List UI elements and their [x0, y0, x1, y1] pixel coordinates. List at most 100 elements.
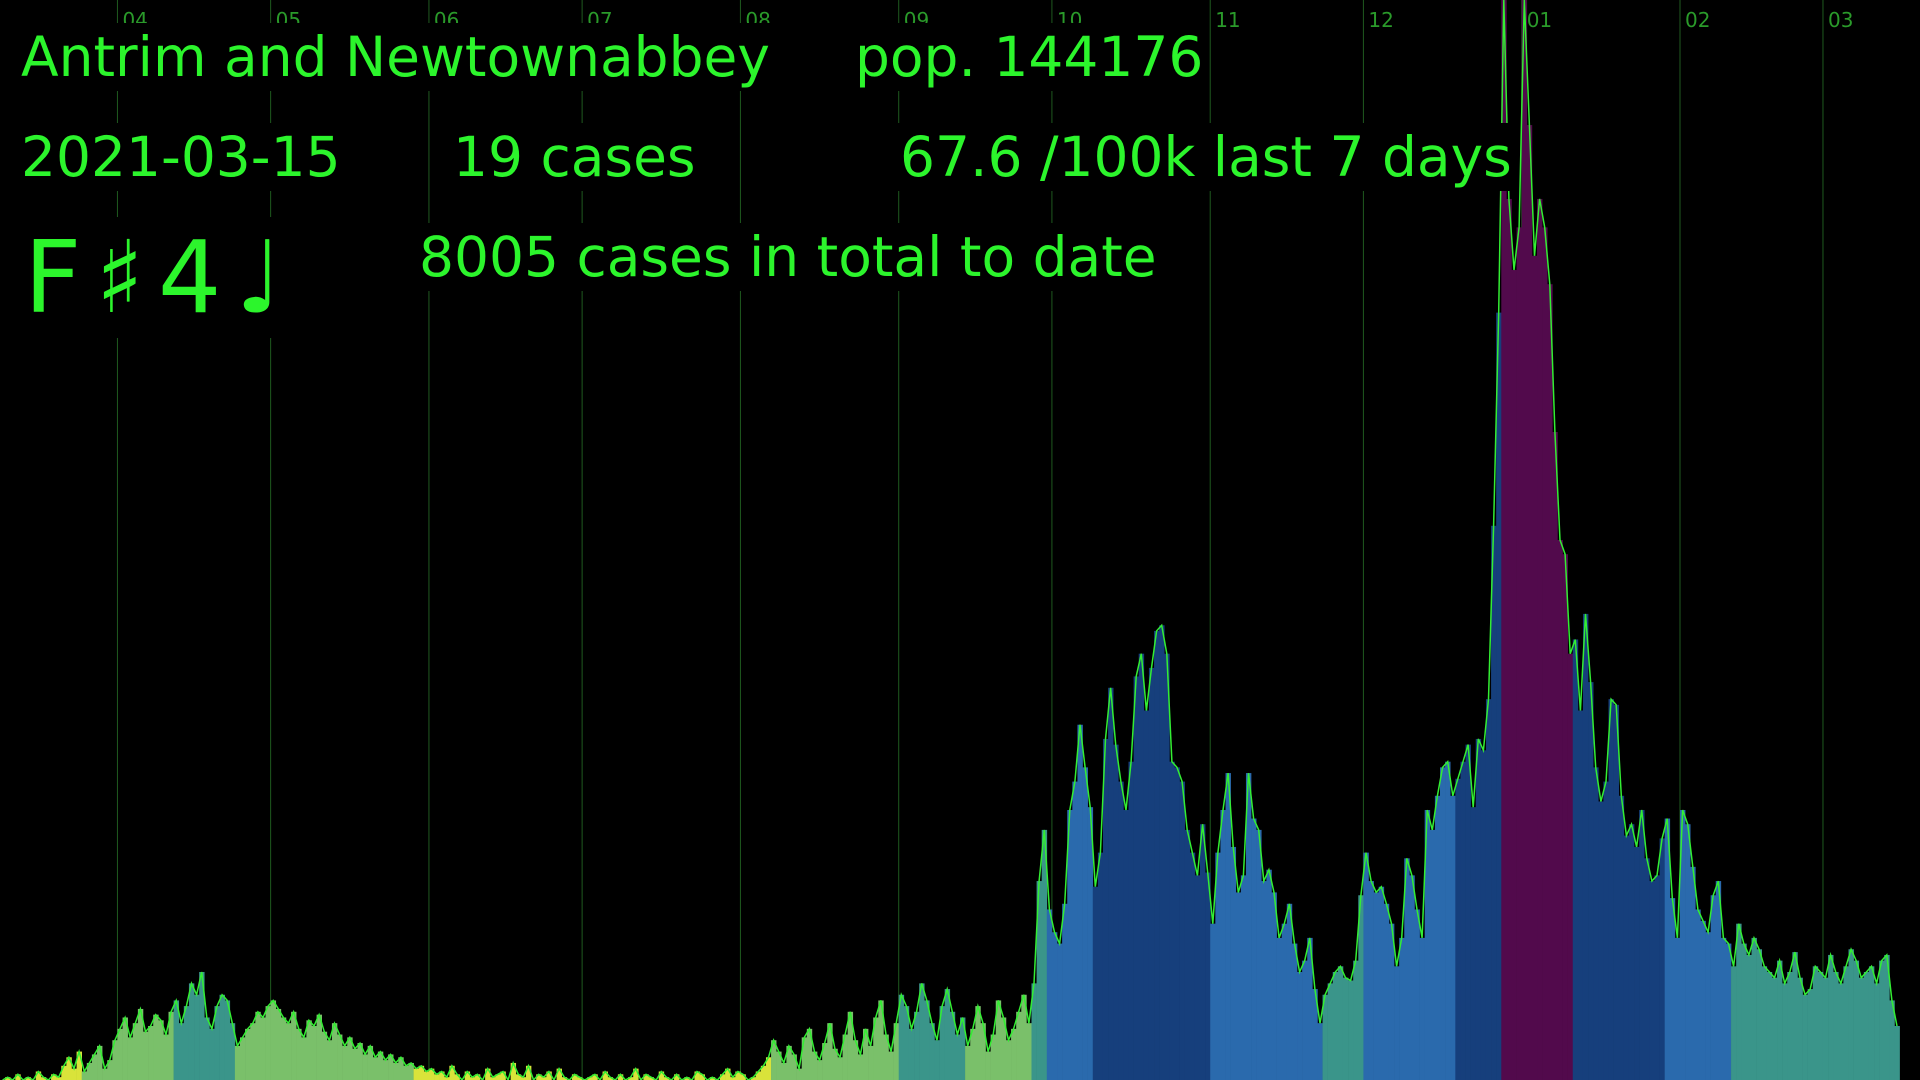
bar [1777, 960, 1783, 1080]
bar [725, 1068, 731, 1080]
bar [367, 1045, 374, 1080]
bar [1159, 625, 1165, 1080]
bar [561, 1077, 568, 1080]
bar [1603, 781, 1609, 1080]
bar [1833, 972, 1839, 1080]
bar [1041, 829, 1048, 1080]
bar [188, 983, 195, 1080]
bar [806, 1028, 813, 1080]
bar [275, 1008, 282, 1080]
bar [765, 1057, 772, 1080]
bar [1291, 943, 1298, 1080]
bar [1005, 1040, 1012, 1080]
bar [40, 1077, 47, 1080]
bar [1593, 767, 1599, 1080]
rate: 67.6 /100k last 7 days [900, 125, 1512, 189]
bar [423, 1071, 430, 1080]
bar [1434, 795, 1441, 1080]
bar [1547, 284, 1553, 1080]
bar [735, 1071, 741, 1080]
bar [571, 1074, 578, 1080]
bar [1695, 909, 1701, 1080]
bar [1266, 869, 1272, 1080]
bar [1143, 710, 1150, 1080]
bar [291, 1011, 297, 1080]
bar [347, 1037, 353, 1080]
bar [883, 1034, 889, 1080]
bar [995, 1000, 1002, 1080]
bar [546, 1071, 552, 1080]
bar [1220, 810, 1226, 1080]
bar [1307, 937, 1313, 1080]
bar [980, 1023, 986, 1080]
bar [1312, 989, 1318, 1080]
bar [66, 1057, 72, 1080]
bar [1133, 676, 1140, 1080]
bar [929, 1023, 935, 1080]
bar [35, 1071, 42, 1080]
bar [1669, 898, 1676, 1080]
bar [1460, 761, 1466, 1080]
bar [51, 1074, 57, 1080]
bar [393, 1062, 399, 1080]
bar [403, 1065, 409, 1080]
bar [1424, 810, 1431, 1080]
bar [1787, 972, 1793, 1080]
bar [1363, 852, 1369, 1080]
bar [1271, 892, 1277, 1080]
bar [1863, 972, 1870, 1080]
bar [1067, 810, 1073, 1080]
bar [1230, 846, 1237, 1080]
bar [1261, 881, 1267, 1080]
bar [903, 1006, 910, 1080]
bar [173, 1000, 180, 1080]
bar [1511, 270, 1517, 1080]
bar [1077, 724, 1083, 1080]
bar [862, 1028, 869, 1080]
bar [919, 983, 925, 1080]
bar [1051, 932, 1058, 1080]
bar [1322, 994, 1328, 1080]
bar [1828, 954, 1834, 1080]
bar [868, 1045, 874, 1080]
x-tick-label: 12 [1368, 8, 1393, 32]
label-background [17, 123, 345, 191]
bar [1562, 554, 1568, 1080]
bar [382, 1060, 389, 1080]
bar [428, 1068, 435, 1080]
bar [1848, 949, 1854, 1080]
bar [1297, 972, 1303, 1080]
bar [755, 1071, 762, 1080]
bar [1251, 818, 1257, 1080]
bar [1470, 807, 1477, 1080]
bar [1108, 687, 1114, 1080]
bar [153, 1014, 159, 1080]
bar [771, 1040, 777, 1080]
label-background [20, 217, 301, 338]
bar [1317, 1023, 1323, 1080]
bar [102, 1068, 108, 1080]
bar [1889, 1000, 1895, 1080]
bar [515, 1074, 522, 1080]
bar [1215, 852, 1221, 1080]
population: pop. 144176 [855, 25, 1203, 89]
bar [648, 1077, 654, 1080]
bar [1588, 682, 1594, 1080]
bar [1884, 954, 1890, 1080]
bar [250, 1023, 256, 1080]
bar [117, 1028, 123, 1080]
bar [495, 1074, 501, 1080]
bar [1485, 699, 1492, 1080]
bar [1200, 824, 1206, 1080]
bar [1440, 767, 1446, 1080]
bar [1148, 667, 1155, 1080]
bar [1516, 227, 1523, 1080]
bar [1817, 972, 1824, 1080]
label-background [415, 223, 1161, 291]
bar [776, 1051, 782, 1080]
bar [587, 1077, 593, 1080]
bar [1496, 312, 1502, 1080]
bar [1506, 198, 1512, 1080]
bar [1542, 227, 1548, 1080]
musical-note: F♯4♩ [24, 219, 297, 336]
